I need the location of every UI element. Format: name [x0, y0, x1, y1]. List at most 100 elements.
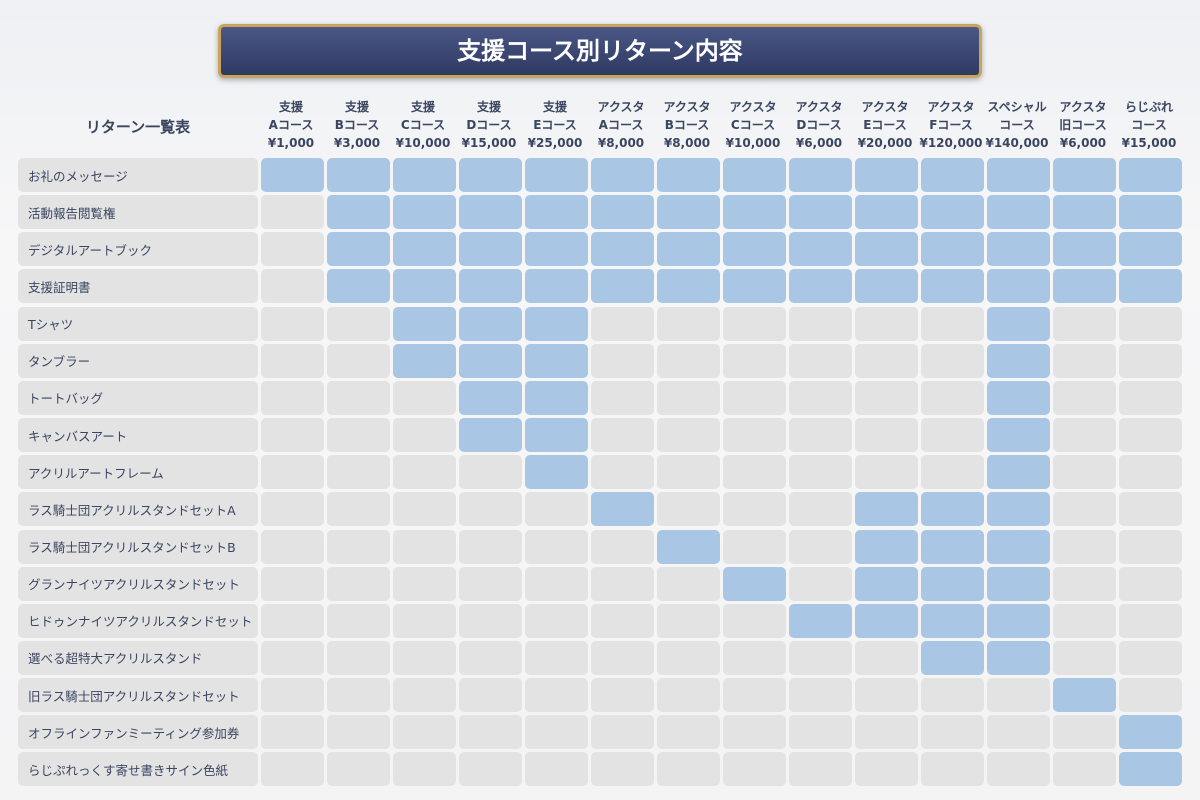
column-name-line: 旧コース [1059, 118, 1107, 132]
row-label: ラス騎士団アクリルスタンドセットA [18, 492, 258, 527]
cell-included [987, 455, 1050, 490]
cell-included [525, 380, 588, 415]
column-name-line: アクスタ [927, 100, 975, 114]
cell-empty [327, 492, 390, 527]
cell-included [591, 232, 654, 267]
column-header: アクスタ Aコース ¥8,000 [588, 98, 654, 152]
cell-empty [921, 306, 984, 341]
cell-empty [591, 566, 654, 601]
cell-empty [393, 752, 456, 787]
cell-empty [723, 306, 786, 341]
column-header: 支援 Bコース ¥3,000 [324, 98, 390, 152]
cell-empty [657, 566, 720, 601]
cell-included [657, 232, 720, 267]
cell-empty [855, 306, 918, 341]
column-name-line: 支援 [410, 100, 435, 114]
cell-empty [921, 418, 984, 453]
column-name-line: コース [1131, 118, 1167, 132]
cell-included [1119, 195, 1182, 230]
cell-included [855, 269, 918, 304]
column-header: 支援 Cコース ¥10,000 [390, 98, 456, 152]
column-name-line: Aコース [598, 118, 644, 132]
cell-empty [459, 752, 522, 787]
cell-empty [327, 306, 390, 341]
cell-empty [327, 603, 390, 638]
cell-included [855, 566, 918, 601]
cell-included [987, 418, 1050, 453]
corner-label: リターン一覧表 [85, 118, 191, 136]
cell-empty [261, 343, 324, 378]
cell-empty [789, 492, 852, 527]
cell-empty [327, 343, 390, 378]
column-name-line: Aコース [268, 118, 314, 132]
cell-empty [591, 306, 654, 341]
cell-empty [393, 455, 456, 490]
cell-empty [723, 455, 786, 490]
cell-empty [723, 678, 786, 713]
column-name-line: Dコース [466, 118, 512, 132]
row-label: アクリルアートフレーム [18, 455, 258, 490]
cell-included [525, 269, 588, 304]
cell-included [591, 269, 654, 304]
column-name-line: Bコース [334, 118, 380, 132]
cell-included [789, 269, 852, 304]
cell-empty [657, 678, 720, 713]
row-label: グランナイツアクリルスタンドセット [18, 566, 258, 601]
cell-included [459, 158, 522, 192]
cell-included [921, 566, 984, 601]
column-name-line: らじぷれ [1124, 100, 1173, 114]
cell-included [921, 158, 984, 192]
cell-included [459, 380, 522, 415]
cell-empty [855, 678, 918, 713]
cell-empty [921, 752, 984, 787]
column-header: アクスタ Dコース ¥6,000 [786, 98, 852, 152]
cell-included [1053, 232, 1116, 267]
column-name-line: 支援 [344, 100, 369, 114]
column-header: アクスタ 旧コース ¥6,000 [1050, 98, 1116, 152]
cell-empty [591, 343, 654, 378]
cell-empty [723, 492, 786, 527]
cell-empty [1119, 603, 1182, 638]
column-name-line: Fコース [929, 118, 973, 132]
cell-included [459, 269, 522, 304]
cell-included [987, 195, 1050, 230]
cell-included [855, 492, 918, 527]
cell-included [987, 269, 1050, 304]
cell-empty [789, 306, 852, 341]
cell-empty [657, 418, 720, 453]
cell-empty [327, 678, 390, 713]
cell-included [327, 232, 390, 267]
column-name-line: Dコース [796, 118, 842, 132]
cell-empty [393, 603, 456, 638]
cell-empty [723, 380, 786, 415]
cell-included [657, 195, 720, 230]
column-header: スペシャル コース ¥140,000 [984, 98, 1050, 152]
column-price: ¥6,000 [795, 136, 843, 150]
cell-included [987, 306, 1050, 341]
cell-empty [855, 380, 918, 415]
column-name-line: アクスタ [861, 100, 909, 114]
cell-empty [261, 640, 324, 675]
cell-included [921, 269, 984, 304]
cell-empty [591, 678, 654, 713]
cell-empty [921, 678, 984, 713]
column-price: ¥120,000 [919, 136, 983, 150]
column-header: アクスタ Fコース ¥120,000 [918, 98, 984, 152]
cell-empty [393, 380, 456, 415]
cell-included [1053, 269, 1116, 304]
column-name-line: スペシャル [987, 100, 1047, 114]
column-name-line: アクスタ [795, 100, 843, 114]
cell-included [723, 195, 786, 230]
cell-empty [1119, 418, 1182, 453]
cell-included [1119, 232, 1182, 267]
cell-empty [855, 418, 918, 453]
cell-empty [789, 455, 852, 490]
cell-included [921, 603, 984, 638]
column-name-line: Eコース [533, 118, 577, 132]
column-price: ¥8,000 [663, 136, 711, 150]
cell-empty [723, 343, 786, 378]
row-label: デジタルアートブック [18, 232, 258, 267]
cell-included [591, 195, 654, 230]
cell-empty [1119, 455, 1182, 490]
cell-included [789, 158, 852, 192]
